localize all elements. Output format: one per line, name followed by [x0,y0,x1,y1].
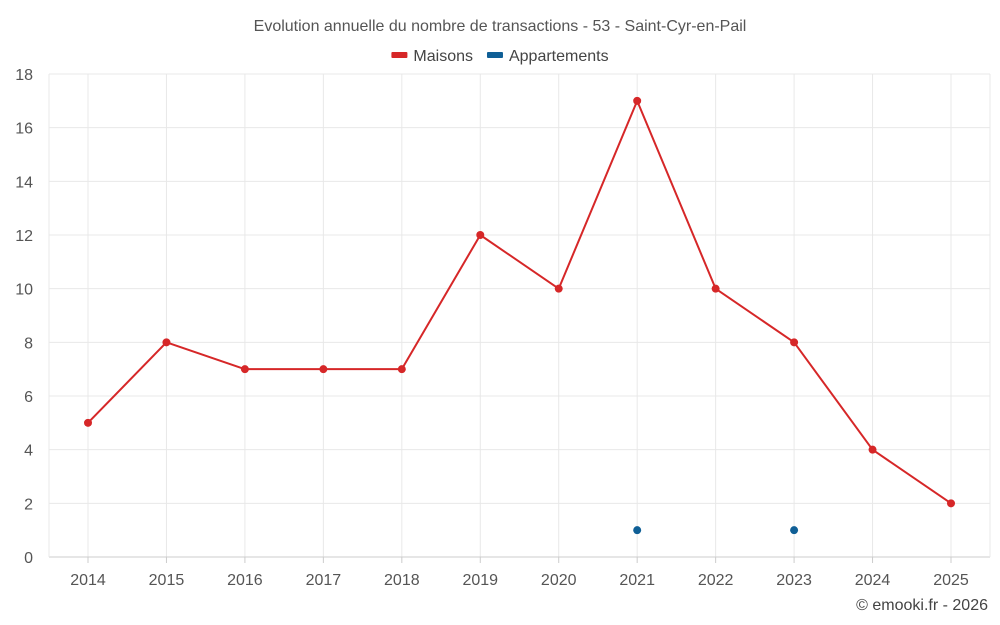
x-tick-label: 2022 [698,572,734,589]
series-appartements [633,526,799,535]
x-tick-label: 2023 [776,572,812,589]
data-point-appartements[interactable] [790,526,799,535]
legend-label: Appartements [509,48,609,65]
legend[interactable]: Maisons Appartements [391,48,609,65]
x-tick-label: 2024 [855,572,891,589]
x-tick-label: 2018 [384,572,420,589]
x-tick-label: 2019 [462,572,498,589]
series-maisons [84,96,955,508]
x-tick-label: 2014 [70,572,106,589]
data-point-maisons[interactable] [162,338,171,347]
y-tick-label: 2 [24,496,33,513]
grid [49,73,990,557]
x-tick-label: 2020 [541,572,577,589]
y-tick-label: 14 [15,174,33,191]
y-tick-label: 6 [24,389,33,406]
y-tick-label: 0 [24,550,33,567]
chart-title: Evolution annuelle du nombre de transact… [254,18,747,35]
data-point-maisons[interactable] [790,338,799,347]
y-tick-label: 12 [15,228,33,245]
y-tick-label: 4 [24,443,33,460]
x-tick-label: 2025 [933,572,969,589]
y-tick-label: 10 [15,282,33,299]
data-point-maisons[interactable] [947,499,955,508]
data-point-maisons[interactable] [240,365,249,374]
axes: 0 2 4 6 8 10 12 14 16 18 2014 2015 2016 2017 2018 2019 2… [15,67,991,589]
x-tick-label: 2015 [149,572,185,589]
x-tick-label: 2021 [619,572,655,589]
data-point-maisons[interactable] [711,284,720,293]
data-point-appartements[interactable] [633,526,642,535]
x-tick-label: 2017 [306,572,342,589]
data-point-maisons[interactable] [868,445,877,454]
series-line-maisons [87,99,952,505]
y-tick-label: 16 [15,121,33,138]
series-layer [84,96,955,535]
data-point-maisons[interactable] [476,231,485,239]
y-tick-label: 8 [24,335,33,352]
legend-swatch [391,52,408,58]
x-tick-label: 2016 [227,572,263,589]
legend-item-maisons[interactable]: Maisons [391,48,473,65]
legend-item-appartements[interactable]: Appartements [486,48,609,65]
y-tick-label: 18 [15,67,33,84]
data-point-maisons[interactable] [397,365,406,374]
legend-label: Maisons [413,48,473,65]
credit-text: © emooki.fr - 2026 [856,597,988,614]
data-point-maisons[interactable] [554,284,563,293]
data-point-maisons[interactable] [84,418,92,427]
legend-swatch [486,52,503,58]
data-point-maisons[interactable] [633,96,642,105]
data-point-maisons[interactable] [319,365,328,374]
